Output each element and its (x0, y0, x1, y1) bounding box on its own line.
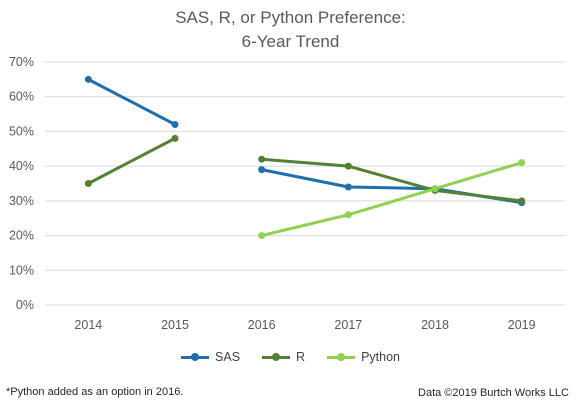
chart-title-line-2: 6-Year Trend (241, 32, 340, 51)
data-point-python (518, 159, 526, 167)
legend-item-python: Python (327, 350, 400, 364)
legend-swatch-sas (181, 352, 210, 361)
data-point-sas (258, 166, 266, 174)
data-point-r (518, 197, 526, 205)
legend: SAS R Python (0, 350, 581, 364)
legend-swatch-python (327, 352, 356, 361)
y-tick-label: 0% (16, 298, 34, 312)
data-point-r (344, 162, 352, 170)
series-line-r (260, 157, 524, 203)
legend-label-r: R (296, 350, 306, 364)
chart-title-line-1: SAS, R, or Python Preference: (175, 8, 406, 27)
data-point-python (258, 232, 266, 240)
data-point-python (344, 211, 352, 219)
series-line-r (86, 136, 177, 185)
series-line-python (260, 161, 524, 238)
legend-swatch-r (262, 352, 291, 361)
x-tick-label: 2014 (74, 318, 102, 332)
data-point-r (258, 155, 266, 163)
y-tick-label: 60% (9, 90, 34, 104)
y-tick-label: 70% (9, 55, 34, 69)
data-point-r (84, 180, 92, 187)
y-tick-label: 10% (9, 263, 34, 277)
x-tick-label: 2017 (334, 318, 362, 332)
data-point-sas (171, 120, 179, 128)
x-tick-label: 2016 (248, 318, 276, 332)
series-line-sas (86, 77, 177, 126)
legend-item-sas: SAS (181, 350, 240, 364)
data-point-sas (344, 183, 352, 191)
y-tick-label: 50% (9, 124, 34, 138)
x-tick-label: 2018 (421, 318, 449, 332)
y-tick-label: 30% (9, 194, 34, 208)
x-tick-label: 2015 (161, 318, 189, 332)
data-point-python (431, 185, 439, 193)
data-point-r (171, 134, 179, 142)
legend-item-r: R (262, 350, 305, 364)
x-tick-label: 2019 (508, 318, 536, 332)
footnote: *Python added as an option in 2016. (6, 386, 184, 398)
source-credit: Data ©2019 Burtch Works LLC (418, 387, 569, 399)
legend-label-python: Python (361, 350, 400, 364)
y-tick-label: 40% (9, 159, 34, 173)
legend-label-sas: SAS (215, 350, 241, 364)
y-tick-label: 20% (9, 229, 34, 243)
data-point-sas (84, 75, 92, 83)
